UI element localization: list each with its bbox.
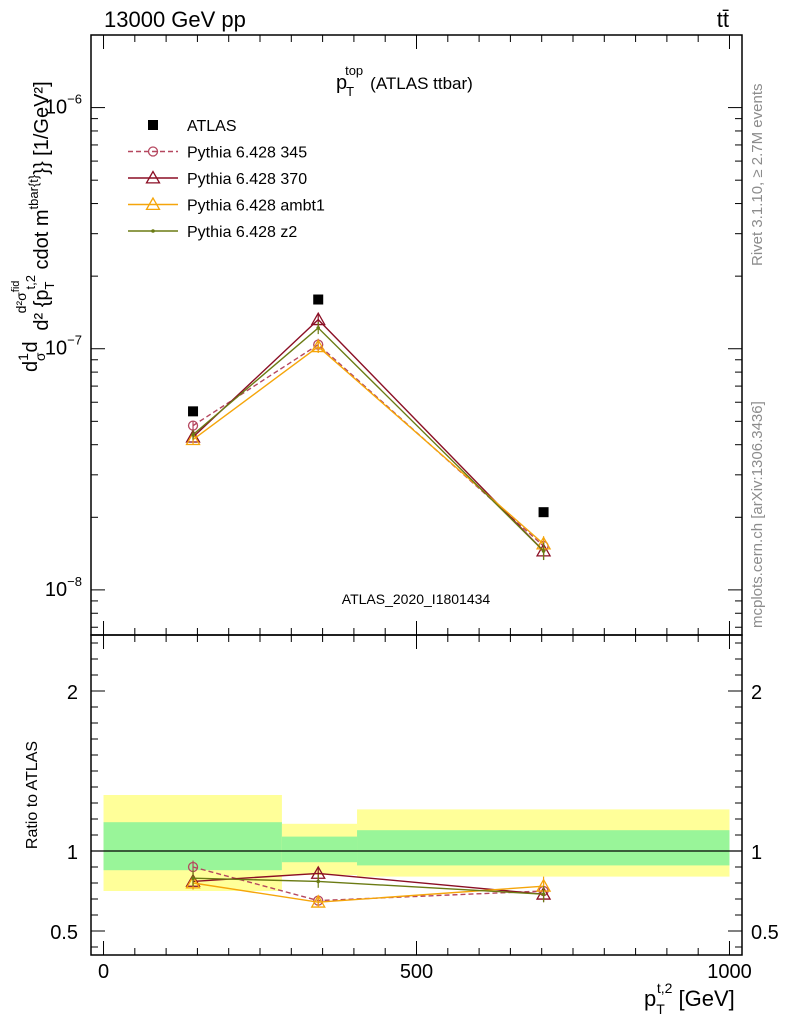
y-tick-label: 10−8 [45,574,82,601]
y-tick-base: 10 [45,338,67,360]
ylabel-d: d [20,341,42,352]
ratio-point-pythia-6-428-z2 [191,876,195,880]
legend-label-atlas: ATLAS [187,118,237,135]
xlabel-unit: [GeV] [672,986,734,1011]
process-label: tt̄ [717,7,729,32]
series-line-pythia-6-428-370 [192,318,545,552]
ylabel-frac-den: σ [32,352,48,361]
data-point-atlas [538,507,549,518]
mcplots-label: mcplots.cern.ch [arXiv:1306.3436] [749,401,766,628]
main-panel: 10−810−710−6 pTtop(ATLAS ttbar) ATLAS_20… [10,34,743,636]
legend-label-pythia-6-428-z2: Pythia 6.428 z2 [187,224,297,241]
data-point-pythia-6-428-ambt1 [310,338,326,353]
data-point-pythia-6-428-z2 [541,549,546,553]
main-ylabel: d1σd d²σfid d² {pTt,2 cdot mtbar{t}}} [1/G… [10,81,57,372]
title-sub: T [346,84,354,99]
data-point-pythia-6-428-ambt1 [185,431,201,446]
y-tick-exp: −7 [67,333,82,348]
title-main: p [336,72,347,94]
ylabel-den-sup2: tbar{t} [26,174,41,209]
rivet-label: Rivet 3.1.10, ≥ 2.7M events [749,84,766,267]
legend-marker-atlas [148,120,158,130]
x-tick-label: 0 [98,961,109,983]
x-tick-label: 500 [400,961,433,983]
plot-title: pTtop (ATLAS ttbar) [336,63,473,99]
x-tick-label: 1000 [707,961,752,983]
ratio-ylabel: Ratio to ATLAS [24,741,41,849]
title-rest: (ATLAS ttbar) [370,74,473,93]
ylabel-frac-num: 1 [15,353,31,361]
ylabel-num: d²σ [13,292,29,313]
series-line-pythia-6-428-ambt1 [192,345,545,545]
title-sup: top [345,63,363,78]
ratio-y-tick-label: 1 [67,842,78,864]
ratio-point-pythia-6-428-z2 [541,892,546,896]
data-point-atlas [188,406,199,417]
ylabel-num-sup: fid [10,281,22,293]
y-tick-exp: −6 [67,92,82,107]
legend-marker-pythia-6-428-z2 [151,229,155,233]
xlabel-sup: t,2 [657,980,673,996]
series-line-pythia-6-428-z2 [192,326,545,552]
legend-marker-pythia-6-428-370 [145,170,161,184]
legend-label-pythia-6-428-370: Pythia 6.428 370 [187,171,307,188]
x-axis-label: pTt,2 [GeV] [644,980,735,1017]
data-point-atlas [313,294,324,305]
series-line-pythia-6-428-345 [192,343,545,547]
data-point-pythia-6-428-z2 [191,432,195,437]
ratio-point-pythia-6-428-ambt1 [310,894,326,908]
ylabel-unit: [1/GeV²] [31,81,53,161]
y-tick-exp: −8 [67,574,82,589]
y-tick-label: 10−6 [45,92,82,119]
legend-marker-pythia-6-428-345 [147,146,159,157]
legend-marker-pythia-6-428-ambt1 [145,196,161,211]
ylabel-den-main: d² {p [31,289,53,330]
ratio-y-tick-label-right: 2 [751,682,762,704]
legend-label-pythia-6-428-345: Pythia 6.428 345 [187,145,307,162]
ylabel-den-sup: t,2 [23,275,38,289]
uncertainty-band-green [281,836,358,863]
ylabel-den-end: }} [31,161,53,175]
y-tick-label: 10−7 [45,333,82,360]
ylabel-prefix: d [20,361,42,372]
ylabel-den-sub: T [42,281,57,289]
xlabel-main: p [644,986,656,1011]
data-point-pythia-6-428-z2 [316,326,321,330]
analysis-watermark: ATLAS_2020_I1801434 [342,591,491,607]
ylabel-den-mid: cdot m [31,209,53,275]
ratio-point-pythia-6-428-z2 [316,879,321,884]
legend-label-pythia-6-428-ambt1: Pythia 6.428 ambt1 [187,198,325,215]
ratio-panel: 0.5 0.5 1 1 2 2 0 500 1000 Ratio to ATLAS pTt,2 … [24,634,779,1017]
y-tick-base: 10 [45,97,67,119]
ratio-y-tick-label-right: 1 [751,842,762,864]
xlabel-sub: T [656,1001,665,1017]
ratio-y-tick-label-right: 0.5 [751,922,779,944]
ratio-y-tick-label: 0.5 [50,922,78,944]
ratio-y-tick-label: 2 [67,682,78,704]
legend: ATLAS Pythia 6.428 345 Pythia 6.428 370 Pyt… [128,118,325,241]
energy-label: 13000 GeV pp [104,7,246,32]
y-tick-base: 10 [45,579,67,601]
uncertainty-band-green [357,830,730,866]
ratio-point-pythia-6-428-ambt1 [185,875,201,889]
